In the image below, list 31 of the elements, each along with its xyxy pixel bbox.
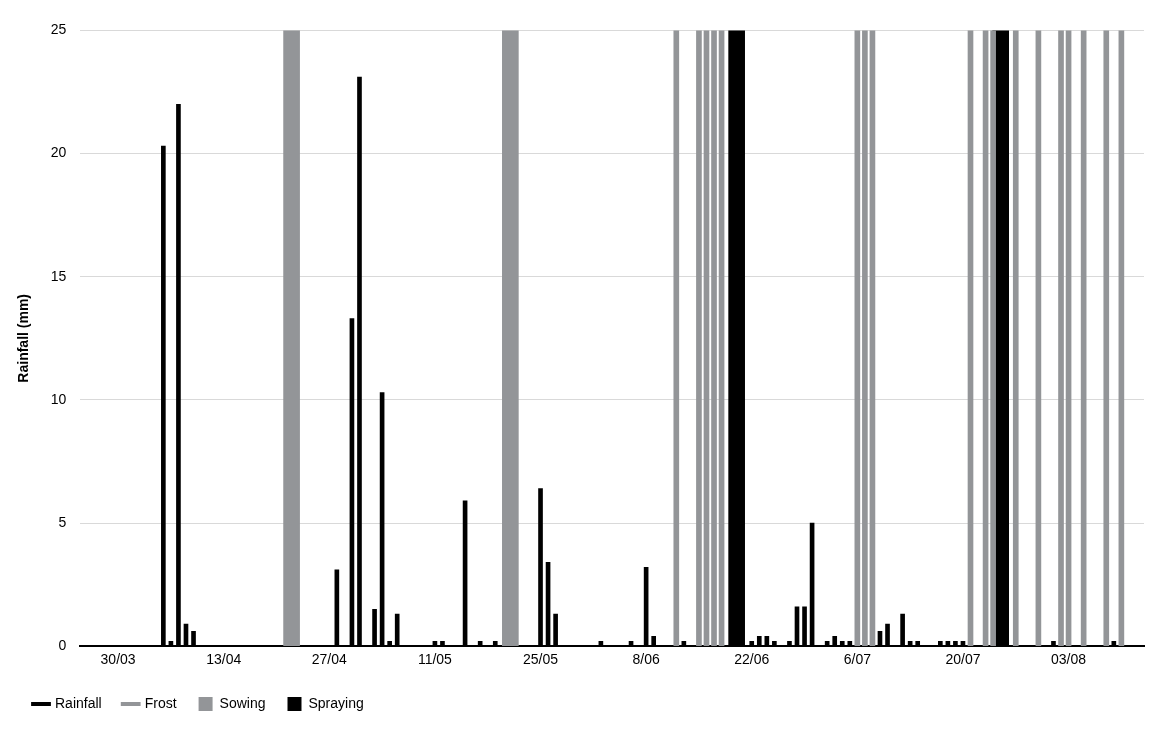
x-tick-label: 22/06 <box>734 651 770 668</box>
bar <box>1058 30 1064 647</box>
legend-label: Frost <box>144 694 177 711</box>
x-tick-label: 20/07 <box>945 651 981 668</box>
legend-label: Rainfall <box>55 694 102 711</box>
x-tick-label: 30/03 <box>100 651 136 668</box>
bar <box>673 30 680 647</box>
x-tick-label: 27/04 <box>311 651 348 668</box>
y-tick-label: 20 <box>50 144 67 161</box>
x-tick-label: 8/06 <box>632 651 660 668</box>
bar <box>1012 30 1019 647</box>
y-axis-title: Rainfall (mm) <box>15 293 32 383</box>
x-tick-label: 11/05 <box>417 651 453 668</box>
bar <box>862 30 868 647</box>
legend-label: Spraying <box>308 694 364 711</box>
bar <box>1103 30 1110 647</box>
y-tick-label: 5 <box>58 513 67 530</box>
y-tick-label: 0 <box>58 637 67 654</box>
legend-label: Sowing <box>219 694 266 711</box>
x-tick-label: 25/05 <box>523 651 559 668</box>
x-tick-label: 6/07 <box>843 651 872 668</box>
bar <box>283 30 300 647</box>
bar <box>711 30 717 647</box>
bar <box>502 30 519 647</box>
x-tick-label: 03/08 <box>1051 651 1087 668</box>
y-tick-label: 25 <box>50 21 67 38</box>
x-tick-label: 13/04 <box>206 651 242 668</box>
bar <box>990 30 996 647</box>
y-tick-label: 10 <box>50 390 67 407</box>
bar <box>696 30 702 647</box>
y-tick-label: 15 <box>50 267 67 284</box>
